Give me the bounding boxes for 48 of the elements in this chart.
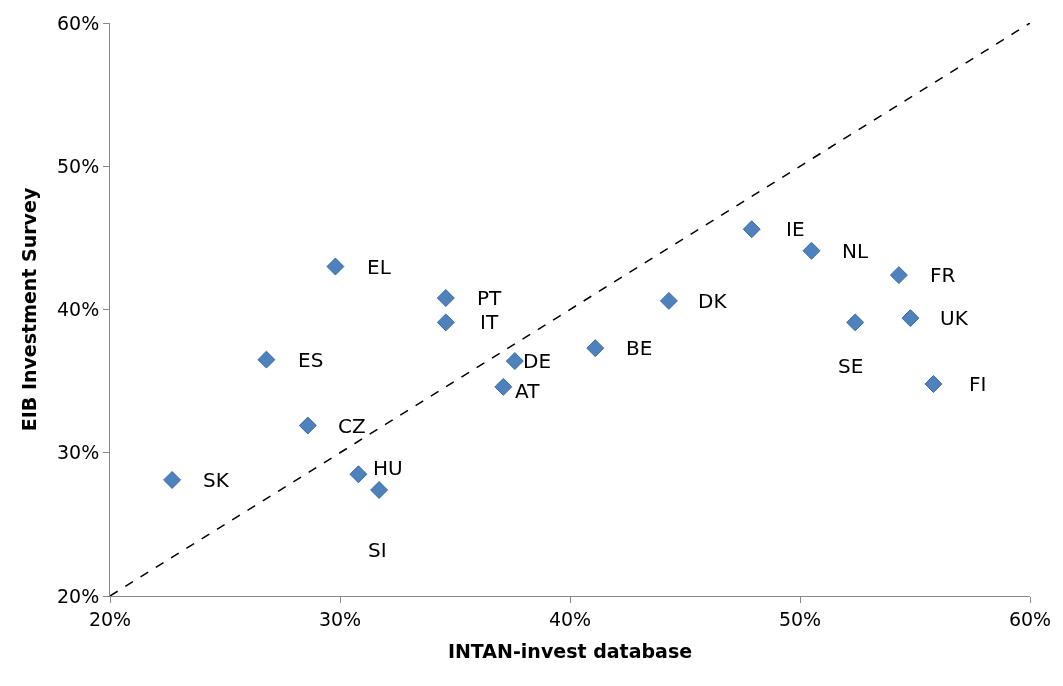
point bbox=[163, 471, 182, 489]
point bbox=[889, 266, 908, 285]
y-tick-label: 40% bbox=[56, 298, 100, 321]
y-tick-label: 60% bbox=[56, 11, 100, 34]
point bbox=[659, 291, 678, 310]
annotation: DE bbox=[523, 349, 552, 373]
point bbox=[586, 339, 605, 358]
y-tick-label: 50% bbox=[56, 154, 100, 177]
x-axis-title: INTAN-invest database bbox=[447, 639, 693, 662]
point bbox=[924, 375, 943, 393]
x-tick-label: 40% bbox=[548, 607, 592, 630]
point bbox=[436, 313, 455, 332]
point bbox=[742, 220, 761, 239]
x-tick-label: 60% bbox=[1008, 607, 1052, 630]
annotation: SI bbox=[368, 538, 387, 562]
point bbox=[370, 481, 389, 499]
point bbox=[326, 257, 345, 276]
annotation: SK bbox=[203, 468, 230, 492]
point bbox=[494, 377, 513, 396]
x-tick-label: 50% bbox=[778, 607, 822, 630]
point bbox=[846, 313, 865, 332]
annotation: DK bbox=[698, 289, 728, 313]
point bbox=[298, 416, 317, 435]
y-tick-label: 30% bbox=[56, 441, 100, 464]
y-tick-label: 20% bbox=[56, 584, 100, 607]
annotation: IE bbox=[786, 217, 805, 241]
annotation: HU bbox=[373, 456, 403, 480]
point bbox=[505, 352, 524, 371]
point bbox=[802, 241, 821, 260]
x-tick-label: 20% bbox=[88, 607, 132, 630]
annotation: FI bbox=[969, 372, 987, 396]
y-axis-title: EIB Investment Survey bbox=[17, 187, 40, 432]
annotation: FR bbox=[930, 263, 956, 287]
point bbox=[257, 350, 276, 369]
annotation: AT bbox=[515, 379, 541, 403]
annotation: EL bbox=[367, 255, 392, 279]
annotation: ES bbox=[298, 348, 324, 372]
x-tick-label: 30% bbox=[318, 607, 362, 630]
annotation: CZ bbox=[338, 414, 366, 438]
annotation: PT bbox=[477, 286, 503, 310]
annotation: IT bbox=[480, 310, 499, 334]
point bbox=[349, 465, 368, 484]
annotation: SE bbox=[838, 354, 864, 378]
annotation: BE bbox=[626, 336, 653, 360]
point bbox=[436, 289, 455, 307]
annotation: NL bbox=[842, 239, 869, 263]
annotation: UK bbox=[940, 306, 969, 330]
point bbox=[901, 309, 920, 328]
